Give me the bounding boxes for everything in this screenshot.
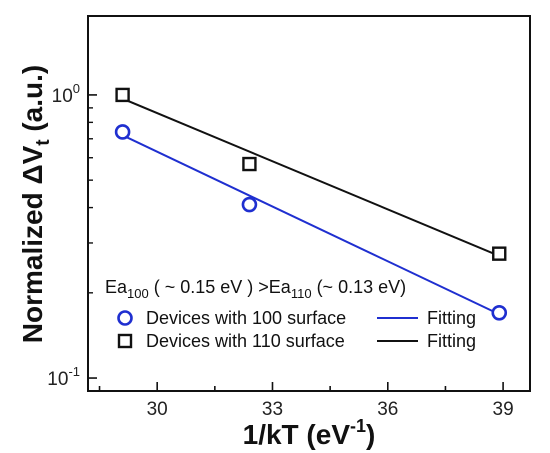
x-tick-label: 36 (377, 399, 398, 420)
data-point-square (115, 87, 130, 103)
legend-marker-110 (117, 333, 133, 349)
legend-fit-label-100: Fitting (427, 308, 476, 328)
axis-ticks: 30 33 36 39 10-1 100 (47, 81, 513, 420)
x-axis-title: 1/kT (eV-1) (243, 416, 376, 450)
y-tick-label: 100 (52, 81, 80, 107)
legend-fit-label-110: Fitting (427, 331, 476, 351)
legend-label-110: Devices with 110 surface (146, 331, 345, 351)
data-point-square (242, 156, 257, 172)
x-tick-label: 33 (262, 399, 283, 420)
data-point-square (492, 246, 507, 261)
x-tick-label: 30 (147, 399, 168, 420)
y-axis-title: Normalized ΔVt (a.u.) (17, 65, 54, 344)
x-tick-label: 39 (493, 399, 514, 420)
y-tick-label: 10-1 (47, 364, 80, 390)
y-axis-title-subscript: t (33, 139, 54, 146)
fit-lines (122, 97, 500, 316)
data-point-circle (491, 304, 508, 321)
data-point-circle (114, 124, 131, 140)
fit-line-series-1 (122, 97, 500, 257)
plot-frame (87, 15, 531, 392)
data-points (114, 87, 508, 321)
data-point-circle (241, 196, 258, 213)
legend-label-100: Devices with 100 surface (146, 308, 346, 328)
x-axis-title-superscript: -1 (350, 416, 366, 436)
legend-marker-100 (117, 310, 133, 326)
legend: Devices with 100 surface Fitting Devices… (117, 308, 476, 351)
fit-line-series-0 (122, 134, 500, 316)
activation-energy-annotation: Ea100 ( ~ 0.15 eV ) >Ea110 (~ 0.13 eV) (105, 277, 406, 301)
